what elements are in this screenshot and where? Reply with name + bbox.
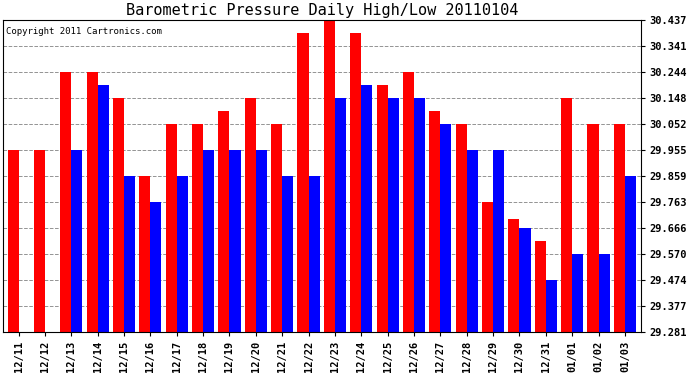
Bar bbox=[414, 98, 425, 375]
Bar bbox=[546, 280, 557, 375]
Bar bbox=[440, 124, 451, 375]
Bar bbox=[351, 33, 362, 375]
Bar bbox=[19, 332, 30, 375]
Bar bbox=[403, 72, 414, 375]
Bar bbox=[335, 98, 346, 375]
Bar bbox=[493, 150, 504, 375]
Bar bbox=[60, 72, 71, 375]
Bar bbox=[150, 202, 161, 375]
Bar bbox=[219, 111, 230, 375]
Bar bbox=[139, 176, 150, 375]
Title: Barometric Pressure Daily High/Low 20110104: Barometric Pressure Daily High/Low 20110… bbox=[126, 3, 518, 18]
Bar bbox=[71, 150, 82, 375]
Bar bbox=[377, 85, 388, 375]
Bar bbox=[282, 176, 293, 375]
Bar bbox=[362, 85, 373, 375]
Bar bbox=[466, 150, 477, 375]
Bar bbox=[113, 98, 124, 375]
Bar bbox=[614, 124, 625, 375]
Bar bbox=[192, 124, 203, 375]
Bar bbox=[587, 124, 598, 375]
Bar bbox=[297, 33, 308, 375]
Bar bbox=[177, 176, 188, 375]
Bar bbox=[520, 228, 531, 375]
Bar bbox=[455, 124, 466, 375]
Bar bbox=[203, 150, 214, 375]
Bar bbox=[271, 124, 282, 375]
Bar bbox=[124, 176, 135, 375]
Bar bbox=[87, 72, 98, 375]
Bar bbox=[598, 254, 609, 375]
Bar bbox=[324, 20, 335, 375]
Bar bbox=[388, 98, 399, 375]
Bar bbox=[34, 150, 45, 375]
Bar bbox=[8, 150, 19, 375]
Bar bbox=[561, 98, 572, 375]
Bar bbox=[308, 176, 319, 375]
Bar bbox=[245, 98, 256, 375]
Bar bbox=[98, 85, 109, 375]
Bar bbox=[45, 332, 56, 375]
Bar bbox=[482, 202, 493, 375]
Bar bbox=[256, 150, 267, 375]
Bar bbox=[625, 176, 636, 375]
Bar bbox=[429, 111, 440, 375]
Bar bbox=[230, 150, 241, 375]
Text: Copyright 2011 Cartronics.com: Copyright 2011 Cartronics.com bbox=[6, 27, 162, 36]
Bar bbox=[166, 124, 177, 375]
Bar bbox=[572, 254, 583, 375]
Bar bbox=[509, 219, 520, 375]
Bar bbox=[535, 242, 546, 375]
